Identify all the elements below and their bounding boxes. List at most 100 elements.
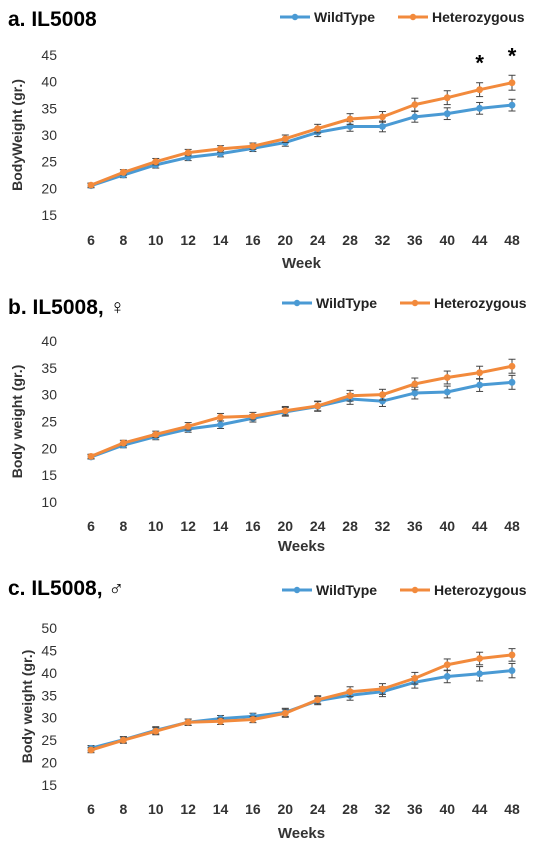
legend-swatch-marker [411, 586, 419, 594]
data-point-heterozygous [314, 696, 322, 704]
x-tick-label: 10 [148, 801, 164, 817]
x-tick-label: 24 [310, 518, 326, 534]
data-point-heterozygous [346, 688, 354, 696]
y-tick-label: 20 [41, 755, 57, 771]
chart-panel-c: c. IL5008, ♂ 15 20 25 30 35 40 45 50 6 8 10 12 14 16 20… [0, 563, 550, 848]
x-tick-label: 36 [407, 232, 423, 248]
data-point-heterozygous [379, 391, 386, 399]
y-tick-label: 40 [41, 74, 57, 90]
x-tick-label: 36 [407, 801, 423, 817]
y-tick-label: 10 [41, 494, 57, 510]
legend-label: WildType [316, 295, 377, 311]
x-tick-label: 32 [375, 232, 391, 248]
data-point-heterozygous [314, 402, 322, 410]
data-point-heterozygous [87, 452, 95, 460]
x-tick-label: 44 [472, 518, 488, 534]
y-tick-label: 20 [41, 180, 57, 196]
y-tick-label: 40 [41, 665, 57, 681]
y-tick-label: 25 [41, 154, 57, 170]
y-tick-label: 35 [41, 100, 57, 116]
data-point-wildtype [508, 667, 516, 675]
x-tick-label: 8 [119, 801, 127, 817]
y-tick-label: 25 [41, 732, 57, 748]
data-point-wildtype [443, 673, 451, 680]
x-tick-label: 44 [472, 232, 488, 248]
x-tick-label: 48 [504, 518, 520, 534]
x-tick-label: 24 [310, 801, 326, 817]
chart-panel-a: a. IL5008 15 20 25 30 35 40 45 6 8 10 12 14 16 20 24 28 3… [0, 0, 550, 285]
significance-marker: * [475, 51, 484, 76]
data-point-heterozygous [443, 661, 451, 669]
y-tick-label: 20 [41, 440, 57, 456]
x-tick-label: 14 [213, 801, 229, 817]
x-tick-label: 20 [278, 232, 294, 248]
x-tick-label: 28 [342, 518, 358, 534]
x-tick-label: 36 [407, 518, 423, 534]
data-point-heterozygous [314, 125, 322, 132]
y-tick-label: 15 [41, 467, 57, 483]
data-point-heterozygous [476, 369, 484, 377]
x-tick-label: 14 [213, 518, 229, 534]
y-tick-label: 15 [41, 207, 57, 223]
data-point-wildtype [379, 123, 386, 130]
x-tick-label: 20 [278, 518, 294, 534]
y-tick-label: 45 [41, 642, 57, 658]
x-tick-label: 8 [119, 232, 127, 248]
x-tick-label: 10 [148, 232, 164, 248]
data-point-wildtype [443, 110, 451, 118]
y-axis-label: Body weight (gr.) [9, 365, 25, 479]
legend-label: Heterozygous [434, 295, 527, 311]
x-tick-label: 28 [342, 801, 358, 817]
x-tick-label: 8 [119, 518, 127, 534]
data-point-heterozygous [152, 158, 160, 166]
chart-panel-b: b. IL5008, ♀ 10 15 20 25 30 35 40 6 8 10 12 14 16 20 24… [0, 286, 550, 562]
data-point-heterozygous [184, 149, 192, 157]
data-point-heterozygous [119, 168, 127, 176]
y-tick-label: 50 [41, 620, 57, 636]
x-tick-label: 32 [375, 518, 391, 534]
x-axis-label: Weeks [278, 538, 325, 555]
y-tick-label: 30 [41, 710, 57, 726]
chart-a-svg: a. IL5008 15 20 25 30 35 40 45 6 8 10 12 14 16 20 24 28 3… [8, 8, 525, 272]
x-tick-label: 12 [180, 232, 196, 248]
chart-title: c. IL5008, ♂ [8, 577, 124, 600]
series-line-heterozygous [89, 653, 514, 752]
chart-c-svg: c. IL5008, ♂ 15 20 25 30 35 40 45 50 6 8 10 12 14 16 20… [8, 577, 527, 842]
series-line-heterozygous [89, 364, 514, 458]
data-point-wildtype [379, 397, 386, 405]
y-tick-label: 25 [41, 414, 57, 430]
x-tick-label: 40 [439, 232, 455, 248]
data-point-wildtype [508, 101, 516, 109]
series-line-wildtype [89, 103, 514, 188]
data-point-wildtype [476, 670, 484, 678]
data-point-heterozygous [87, 746, 95, 754]
data-point-heterozygous [379, 113, 386, 121]
x-tick-label: 6 [87, 801, 95, 817]
data-point-heterozygous [152, 727, 160, 735]
y-axis-label: BodyWeight (gr.) [9, 79, 25, 191]
y-tick-label: 30 [41, 127, 57, 143]
data-point-heterozygous [217, 717, 224, 725]
data-point-heterozygous [249, 412, 257, 420]
x-tick-label: 20 [278, 801, 294, 817]
data-point-heterozygous [184, 422, 192, 430]
data-point-heterozygous [249, 142, 257, 150]
legend-swatch-marker [411, 299, 419, 307]
x-tick-label: 16 [245, 232, 261, 248]
x-tick-label: 12 [180, 801, 196, 817]
x-tick-label: 16 [245, 518, 261, 534]
x-tick-label: 40 [439, 518, 455, 534]
data-point-heterozygous [217, 413, 224, 421]
x-tick-label: 12 [180, 518, 196, 534]
data-point-heterozygous [184, 718, 192, 726]
chart-title: b. IL5008, ♀ [8, 296, 125, 319]
x-tick-label: 6 [87, 518, 95, 534]
y-tick-label: 30 [41, 387, 57, 403]
y-tick-label: 45 [41, 47, 57, 63]
y-tick-label: 35 [41, 360, 57, 376]
legend-label: WildType [316, 582, 377, 598]
x-tick-label: 16 [245, 801, 261, 817]
x-axis-label: Week [282, 255, 322, 272]
data-point-heterozygous [379, 685, 386, 693]
data-point-heterozygous [346, 392, 354, 400]
